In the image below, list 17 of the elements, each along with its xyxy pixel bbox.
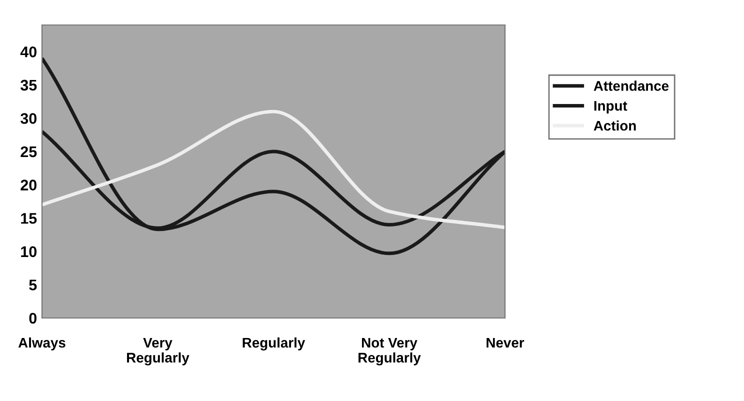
legend-label: Attendance xyxy=(594,80,669,91)
y-tick-label: 0 xyxy=(29,312,37,324)
y-tick-label: 40 xyxy=(20,46,37,58)
legend-label: Input xyxy=(594,101,628,114)
y-tick-label: 20 xyxy=(20,180,37,191)
y-tick-label: 25 xyxy=(20,146,37,158)
x-tick-label: Regularly xyxy=(242,337,306,350)
x-tick-label: Always xyxy=(18,337,66,350)
legend-label: Action xyxy=(594,120,636,131)
y-tick-label: 10 xyxy=(21,246,37,258)
x-tick-label: Not Very Regularly xyxy=(358,338,421,366)
y-tick-label: 15 xyxy=(21,213,37,224)
x-tick-label: Never xyxy=(486,338,524,348)
y-tick-label: 35 xyxy=(20,80,37,91)
y-tick-label: 5 xyxy=(29,280,37,290)
x-tick-label: Very Regularly xyxy=(127,338,190,366)
y-tick-label: 30 xyxy=(20,113,37,124)
